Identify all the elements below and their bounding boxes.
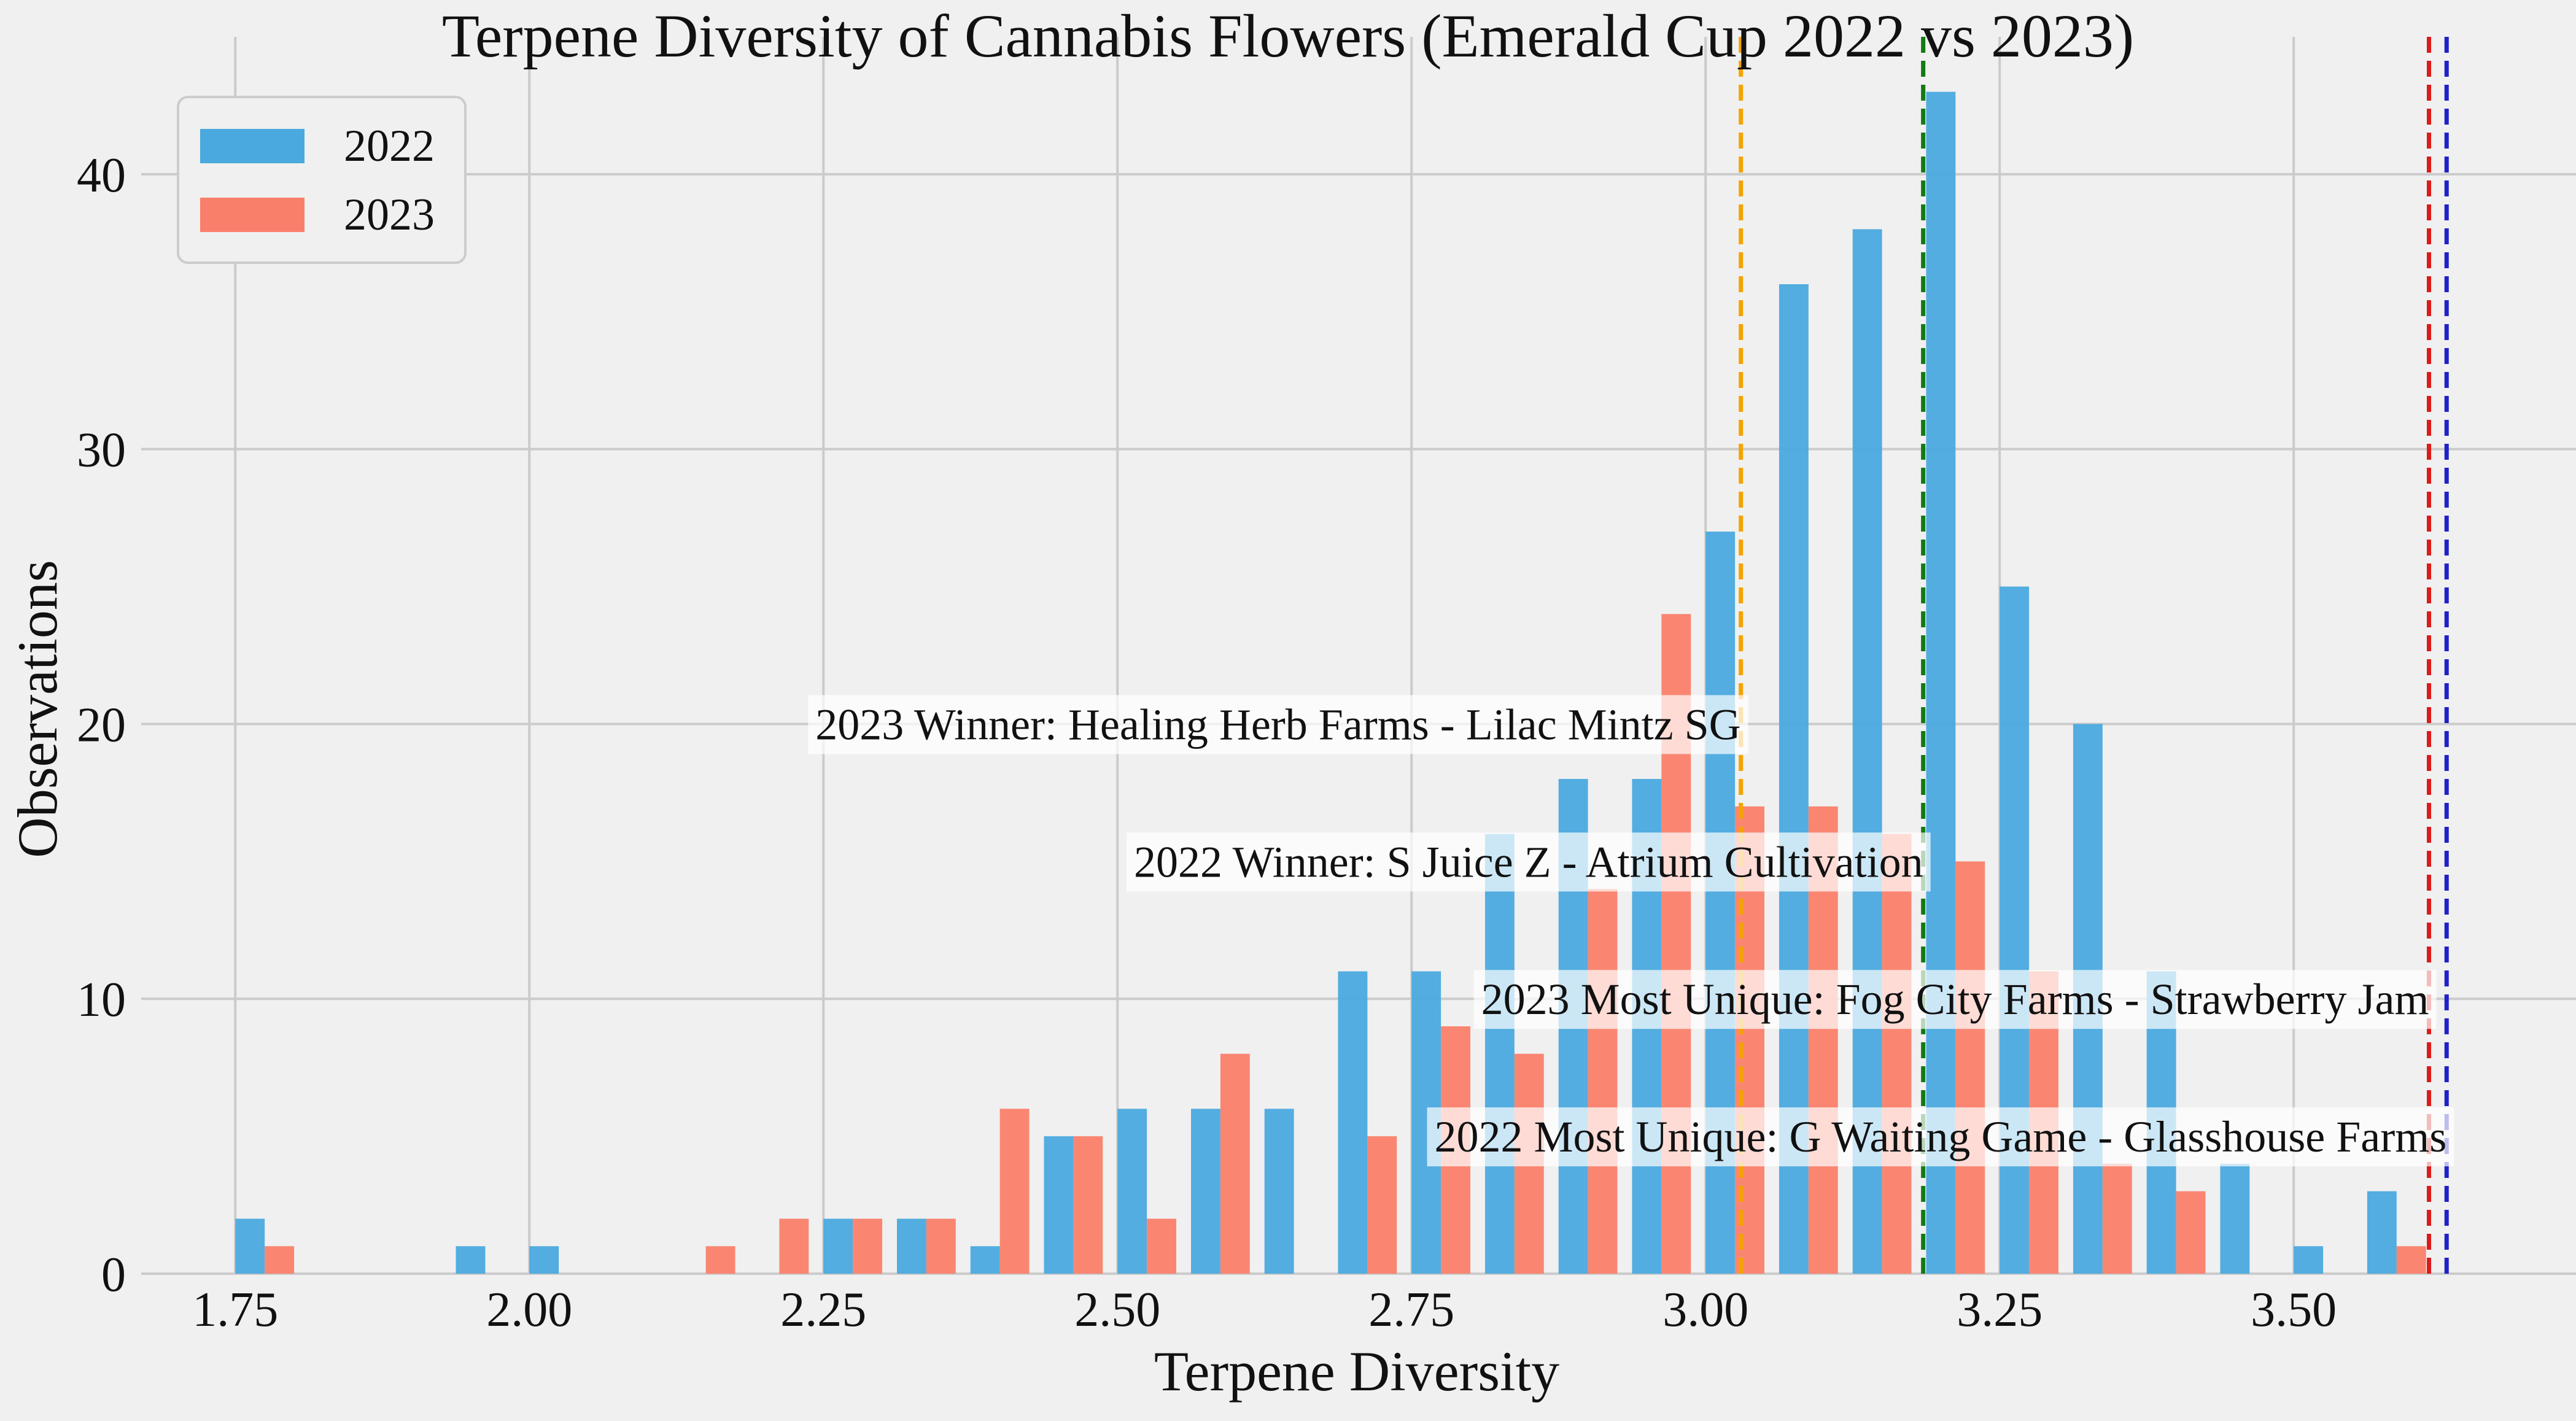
- bar-2023: [1367, 1136, 1397, 1274]
- bar-2022: [2220, 1163, 2250, 1274]
- tick-labels: 1.75 2.00 2.25 2.50 2.75 3.00 3.25 3.50 0 10 20 30 4…: [77, 149, 2337, 1337]
- annotation-box: [1473, 970, 2437, 1029]
- bar-2023: [2176, 1191, 2206, 1274]
- x-tick-label: 2.25: [780, 1283, 866, 1337]
- bar-2022: [235, 1218, 265, 1274]
- bar-2022: [1044, 1136, 1074, 1274]
- x-tick-label: 2.00: [486, 1283, 572, 1337]
- bar-2022: [456, 1246, 486, 1274]
- x-tick-label: 3.00: [1662, 1283, 1748, 1337]
- legend-label-2022: 2022: [344, 121, 435, 171]
- bar-2023: [265, 1246, 295, 1274]
- bar-2022: [1926, 91, 1956, 1274]
- bar-2022: [1484, 834, 1515, 1274]
- x-tick-label: 3.50: [2251, 1283, 2337, 1337]
- annotations: 2023 Winner: Healing Herb Farms - Lilac …: [808, 695, 2454, 1167]
- bar-2022: [2294, 1246, 2324, 1274]
- bar-2023: [1073, 1136, 1103, 1274]
- x-tick-label: 2.50: [1074, 1283, 1160, 1337]
- annotation-box: [808, 695, 1748, 754]
- legend-swatch-2023: [200, 198, 305, 232]
- bar-2022: [2000, 586, 2030, 1274]
- x-tick-label: 2.75: [1368, 1283, 1454, 1337]
- legend-label-2023: 2023: [344, 190, 435, 240]
- x-tick-label: 1.75: [192, 1283, 278, 1337]
- bar-2023: [705, 1246, 735, 1274]
- bar-2022: [1117, 1109, 1147, 1274]
- legend: 2022 2023: [177, 96, 467, 264]
- annotation: 2023 Most Unique: Fog City Farms - Straw…: [1473, 970, 2437, 1029]
- bar-2023: [926, 1218, 956, 1274]
- bar-2022: [1338, 971, 1368, 1274]
- bar-2022: [970, 1246, 1000, 1274]
- bar-2022: [1264, 1109, 1294, 1274]
- annotation-text: 2023 Winner: Healing Herb Farms - Lilac …: [815, 700, 1740, 749]
- annotation-text: 2022 Most Unique: G Waiting Game - Glass…: [1435, 1112, 2447, 1161]
- bar-2023: [779, 1218, 809, 1274]
- bar-2022: [529, 1246, 559, 1274]
- bar-2022: [1852, 229, 1882, 1274]
- bar-2022: [896, 1218, 926, 1274]
- legend-swatch-2022: [200, 129, 305, 163]
- y-tick-label: 0: [101, 1248, 126, 1302]
- bar-2022: [1190, 1109, 1220, 1274]
- annotation: 2022 Most Unique: G Waiting Game - Glass…: [1427, 1107, 2454, 1167]
- bar-2022: [2367, 1191, 2397, 1274]
- reference-lines: [1739, 37, 2449, 1274]
- annotation-text: 2022 Winner: S Juice Z - Atrium Cultivat…: [1134, 837, 1923, 886]
- bar-2023: [2396, 1246, 2426, 1274]
- bar-2023: [1882, 834, 1912, 1274]
- bar-2023: [1220, 1053, 1250, 1274]
- annotation-box: [1427, 1107, 2454, 1167]
- y-tick-label: 20: [77, 698, 126, 752]
- y-tick-label: 30: [77, 424, 126, 478]
- y-tick-label: 40: [77, 149, 126, 203]
- x-axis-label: Terpene Diversity: [1154, 1340, 1559, 1403]
- annotation: 2022 Winner: S Juice Z - Atrium Cultivat…: [1126, 832, 1931, 892]
- bar-2023: [1147, 1218, 1177, 1274]
- bar-2023: [853, 1218, 883, 1274]
- annotation-box: [1126, 832, 1931, 892]
- x-tick-label: 3.25: [1957, 1283, 2043, 1337]
- bar-2023: [1588, 889, 1618, 1274]
- chart-title: Terpene Diversity of Cannabis Flowers (E…: [442, 2, 2134, 70]
- bar-2023: [999, 1109, 1030, 1274]
- annotation-text: 2023 Most Unique: Fog City Farms - Straw…: [1481, 975, 2429, 1024]
- bar-2023: [1955, 861, 1985, 1274]
- annotation: 2023 Winner: Healing Herb Farms - Lilac …: [808, 695, 1748, 754]
- bar-2022: [823, 1218, 853, 1274]
- y-tick-label: 10: [77, 973, 126, 1027]
- y-axis-label: Observations: [6, 560, 69, 858]
- bar-2023: [2102, 1163, 2132, 1274]
